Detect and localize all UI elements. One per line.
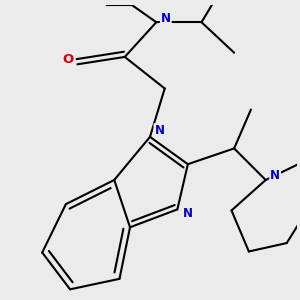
Text: N: N — [183, 207, 193, 220]
Text: N: N — [270, 169, 280, 182]
Text: N: N — [161, 11, 171, 25]
Text: O: O — [62, 52, 74, 65]
Text: N: N — [154, 124, 164, 137]
